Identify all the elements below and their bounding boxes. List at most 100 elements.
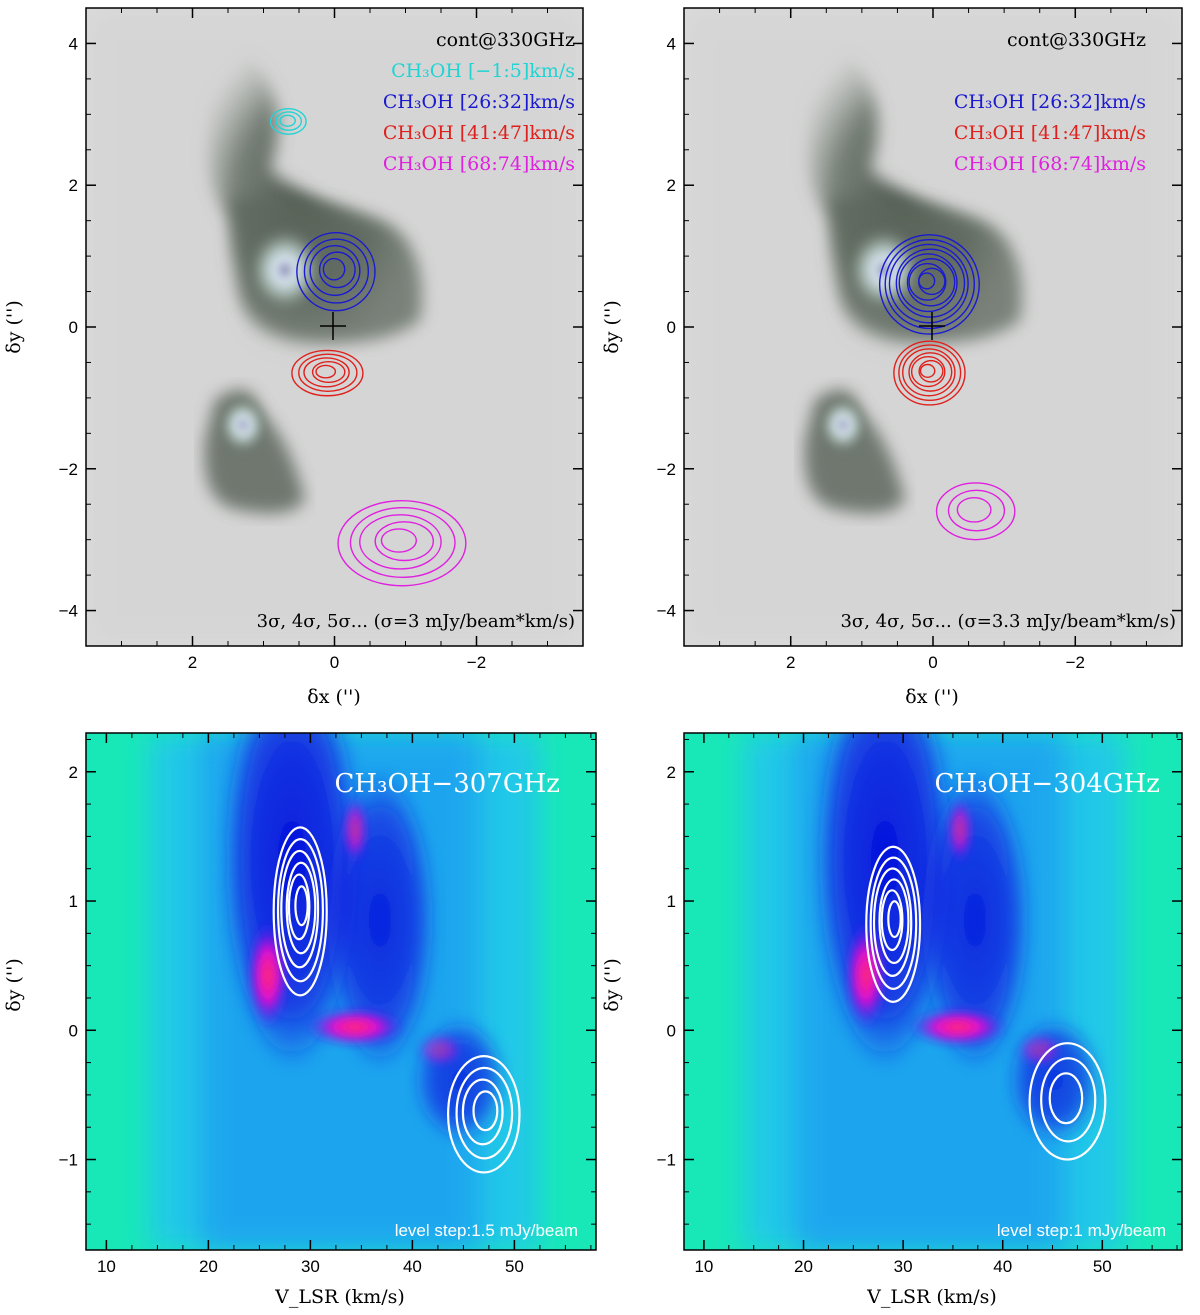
- level-step-note: level step:1 mJy/beam: [997, 1221, 1166, 1240]
- pv-heatmap: [86, 733, 596, 1250]
- legend-entry: CH₃OH [41:47]km/s: [954, 122, 1146, 144]
- y-tick-label: 4: [69, 34, 78, 53]
- legend-entry: cont@330GHz: [1007, 29, 1146, 51]
- contour-level: [472, 1090, 499, 1132]
- contour-level: [311, 360, 346, 384]
- sigma-note: 3σ, 4σ, 5σ... (σ=3.3 mJy/beam*km/s): [840, 611, 1176, 632]
- pv-heatmap: [684, 733, 1182, 1250]
- y-axis-label: δy (''): [3, 300, 25, 353]
- y-axis-label: δy (''): [3, 958, 25, 1011]
- contour-level: [272, 826, 328, 997]
- x-axis-label: δx (''): [307, 686, 360, 708]
- contour-level: [276, 838, 325, 983]
- contour-level: [269, 107, 307, 135]
- contour-level: [888, 243, 969, 324]
- contour-level: [910, 356, 946, 388]
- x-tick-label: 40: [993, 1257, 1012, 1276]
- contour-level: [280, 849, 320, 969]
- contour-level: [872, 867, 913, 978]
- contour-level: [294, 885, 309, 927]
- contour-layer: [865, 845, 1107, 1161]
- y-tick-label: 0: [667, 1021, 676, 1040]
- contour-level: [884, 238, 976, 330]
- contour-layer: [269, 107, 467, 587]
- y-tick-label: 0: [667, 318, 676, 337]
- y-tick-label: −2: [657, 460, 676, 479]
- y-tick-label: 4: [667, 34, 676, 53]
- x-axis-label: V_LSR (km/s): [274, 1286, 405, 1308]
- legend-entry: CH₃OH [68:74]km/s: [954, 153, 1146, 175]
- x-tick-label: 50: [1093, 1257, 1112, 1276]
- contour-level: [918, 359, 944, 383]
- legend-entry: CH₃OH [41:47]km/s: [383, 122, 575, 144]
- contour-level: [956, 496, 992, 523]
- contour-level: [315, 364, 337, 379]
- x-tick-label: 20: [199, 1257, 218, 1276]
- contour-level: [318, 251, 356, 289]
- contour-level: [455, 1066, 514, 1160]
- contour-level: [303, 357, 350, 388]
- contour-level: [887, 900, 902, 939]
- panel-title: CH₃OH−307GHz: [334, 769, 560, 799]
- y-tick-label: 0: [69, 318, 78, 337]
- contour-level: [461, 1078, 504, 1146]
- legend-entry: CH₃OH [26:32]km/s: [383, 91, 575, 113]
- contour-level: [898, 344, 962, 402]
- contour-level: [359, 514, 442, 570]
- legend-entry: CH₃OH [−1:5]km/s: [391, 60, 575, 82]
- y-tick-label: 1: [69, 892, 78, 911]
- contour-level: [287, 873, 311, 941]
- panel-top-left: 2 0 −2 4 2 0 −2 −4 cont@330GHz CH₃OH [−1:5]km/s…: [3, 7, 584, 708]
- plot-frame: [683, 732, 1183, 1251]
- contour-level: [291, 349, 364, 397]
- contour-level: [349, 507, 456, 579]
- x-tick-label: 40: [403, 1257, 422, 1276]
- contour-level: [918, 272, 936, 290]
- plot-frame: [85, 732, 597, 1251]
- x-tick-label: 50: [505, 1257, 524, 1276]
- contour-level: [893, 340, 966, 406]
- y-axis-label: δy (''): [601, 958, 623, 1011]
- contour-layer: [272, 826, 521, 1174]
- x-tick-label: 10: [97, 1257, 116, 1276]
- y-tick-label: 2: [69, 176, 78, 195]
- legend-entry: CH₃OH [26:32]km/s: [954, 91, 1146, 113]
- y-tick-label: −4: [657, 602, 676, 621]
- x-axis-label: δx (''): [905, 686, 958, 708]
- crosshair: [320, 312, 346, 340]
- y-tick-label: 1: [667, 892, 676, 911]
- contour-level: [895, 248, 966, 318]
- contour-level: [935, 482, 1016, 541]
- contour-level: [296, 232, 376, 312]
- contour-level: [446, 1055, 521, 1174]
- x-tick-label: 20: [794, 1257, 813, 1276]
- contour-level: [878, 878, 910, 965]
- contour-level: [869, 856, 918, 990]
- x-tick-label: 30: [301, 1257, 320, 1276]
- contour-level: [865, 845, 922, 1003]
- x-tick-label: −2: [1066, 653, 1085, 672]
- x-tick-label: 30: [894, 1257, 913, 1276]
- contour-level: [1028, 1042, 1107, 1161]
- contour-level: [303, 238, 370, 304]
- panel-top-right: 2 0 −2 4 2 0 −2 −4 cont@330GHz CH₃OH [26:32]km/…: [601, 7, 1183, 708]
- contour-level: [1048, 1072, 1084, 1125]
- contour-level: [380, 528, 418, 553]
- x-tick-label: 0: [330, 653, 339, 672]
- y-axis-label: δy (''): [601, 300, 623, 353]
- y-tick-label: −1: [59, 1151, 78, 1170]
- x-axis-label: V_LSR (km/s): [866, 1286, 997, 1308]
- axis-ticks: 2 0 −2 4 2 0 −2 −4: [59, 7, 584, 672]
- y-tick-label: −4: [59, 602, 78, 621]
- y-tick-label: 2: [667, 763, 676, 782]
- contour-level: [947, 489, 1006, 532]
- legend-entry: CH₃OH [68:74]km/s: [383, 153, 575, 175]
- y-tick-label: 2: [69, 763, 78, 782]
- sigma-note: 3σ, 4σ, 5σ... (σ=3 mJy/beam*km/s): [257, 611, 575, 632]
- panel-title: CH₃OH−304GHz: [934, 769, 1160, 799]
- contour-level: [337, 499, 467, 587]
- x-tick-label: 10: [694, 1257, 713, 1276]
